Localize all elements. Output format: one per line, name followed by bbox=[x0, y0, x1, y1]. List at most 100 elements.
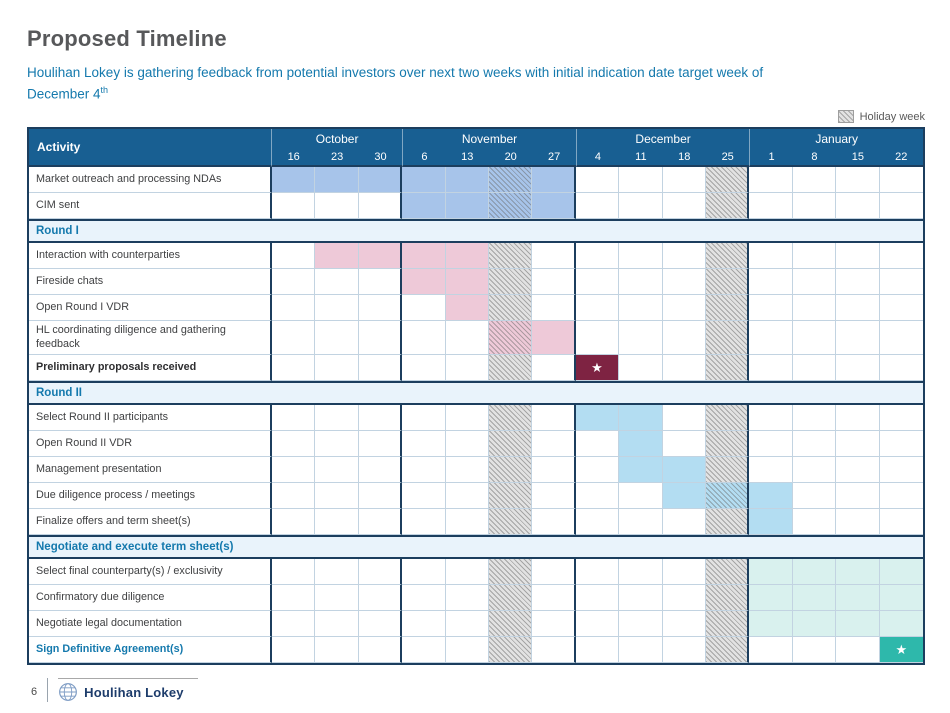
week-cell bbox=[706, 269, 750, 296]
week-cell bbox=[792, 295, 837, 322]
week-cell bbox=[575, 637, 620, 664]
activity-column-header: Activity bbox=[29, 129, 272, 168]
week-cell bbox=[489, 295, 533, 322]
week-cell bbox=[836, 637, 880, 664]
week-cell bbox=[749, 457, 793, 484]
week-cell bbox=[315, 483, 359, 510]
week-cell bbox=[749, 295, 793, 322]
brand-name: Houlihan Lokey bbox=[84, 684, 184, 700]
week-number-header: 1 bbox=[749, 149, 793, 168]
week-cell bbox=[792, 321, 837, 356]
week-cell bbox=[532, 611, 576, 638]
week-cell bbox=[402, 321, 446, 356]
week-number-header: 11 bbox=[619, 149, 663, 168]
week-cell bbox=[358, 559, 403, 586]
week-number-header: 25 bbox=[706, 149, 750, 168]
week-cell bbox=[706, 193, 750, 220]
week-cell bbox=[836, 243, 880, 270]
week-cell bbox=[358, 585, 403, 612]
activity-label: Fireside chats bbox=[29, 269, 272, 296]
week-cell bbox=[445, 611, 489, 638]
week-number-header: 8 bbox=[792, 149, 837, 168]
week-cell bbox=[879, 559, 923, 586]
week-cell bbox=[445, 585, 489, 612]
week-cell bbox=[662, 321, 706, 356]
week-cell bbox=[706, 167, 750, 194]
week-cell bbox=[662, 167, 706, 194]
week-cell bbox=[315, 243, 359, 270]
week-cell bbox=[358, 483, 403, 510]
week-cell bbox=[575, 431, 620, 458]
week-cell bbox=[402, 611, 446, 638]
week-number-header: 13 bbox=[445, 149, 489, 168]
week-cell bbox=[619, 405, 663, 432]
week-cell bbox=[402, 483, 446, 510]
week-cell bbox=[575, 321, 620, 356]
week-cell bbox=[272, 559, 316, 586]
section-header-row: Negotiate and execute term sheet(s) bbox=[29, 535, 923, 560]
week-cell bbox=[662, 269, 706, 296]
week-cell bbox=[272, 269, 316, 296]
week-cell bbox=[402, 637, 446, 664]
week-cell bbox=[489, 559, 533, 586]
week-cell bbox=[662, 243, 706, 270]
week-cell bbox=[445, 637, 489, 664]
week-cell bbox=[879, 243, 923, 270]
week-cell bbox=[489, 405, 533, 432]
week-cell bbox=[749, 355, 793, 382]
week-cell bbox=[272, 321, 316, 356]
week-cell bbox=[575, 611, 620, 638]
week-cell bbox=[836, 559, 880, 586]
week-cell bbox=[315, 321, 359, 356]
week-cell bbox=[532, 321, 576, 356]
milestone-star-icon: ★ bbox=[591, 360, 603, 376]
page-title: Proposed Timeline bbox=[27, 26, 227, 51]
week-cell bbox=[358, 457, 403, 484]
week-cell bbox=[445, 405, 489, 432]
week-cell bbox=[532, 431, 576, 458]
holiday-legend: Holiday week bbox=[27, 110, 925, 124]
week-cell bbox=[836, 295, 880, 322]
week-cell bbox=[575, 509, 620, 536]
week-cell bbox=[662, 637, 706, 664]
week-cell bbox=[879, 509, 923, 536]
week-cell bbox=[749, 193, 793, 220]
week-number-header: 22 bbox=[879, 149, 923, 168]
week-cell bbox=[489, 321, 533, 356]
week-cell bbox=[489, 611, 533, 638]
week-cell bbox=[792, 483, 837, 510]
week-cell bbox=[272, 431, 316, 458]
week-cell bbox=[749, 431, 793, 458]
week-cell bbox=[879, 193, 923, 220]
week-cell bbox=[749, 559, 793, 586]
week-cell bbox=[575, 483, 620, 510]
week-cell bbox=[575, 457, 620, 484]
week-cell bbox=[619, 585, 663, 612]
week-cell bbox=[749, 243, 793, 270]
holiday-legend-label: Holiday week bbox=[859, 110, 925, 123]
week-cell bbox=[532, 559, 576, 586]
week-cell bbox=[662, 295, 706, 322]
week-cell bbox=[445, 355, 489, 382]
week-cell bbox=[402, 167, 446, 194]
week-cell bbox=[792, 431, 837, 458]
holiday-swatch-icon bbox=[837, 110, 854, 124]
month-header: October bbox=[272, 129, 403, 150]
activity-label: Select final counterparty(s) / exclusivi… bbox=[29, 559, 272, 586]
activity-label: Open Round II VDR bbox=[29, 431, 272, 458]
week-cell bbox=[272, 483, 316, 510]
week-cell bbox=[402, 193, 446, 220]
week-cell bbox=[792, 637, 837, 664]
activity-label: Market outreach and processing NDAs bbox=[29, 167, 272, 194]
week-cell bbox=[402, 585, 446, 612]
week-cell bbox=[619, 611, 663, 638]
week-cell bbox=[575, 167, 620, 194]
milestone-star-icon: ★ bbox=[895, 642, 908, 658]
week-cell bbox=[272, 405, 316, 432]
week-cell bbox=[532, 243, 576, 270]
week-cell bbox=[706, 243, 750, 270]
week-cell bbox=[879, 483, 923, 510]
week-cell bbox=[358, 167, 403, 194]
week-cell bbox=[836, 431, 880, 458]
week-cell bbox=[836, 509, 880, 536]
